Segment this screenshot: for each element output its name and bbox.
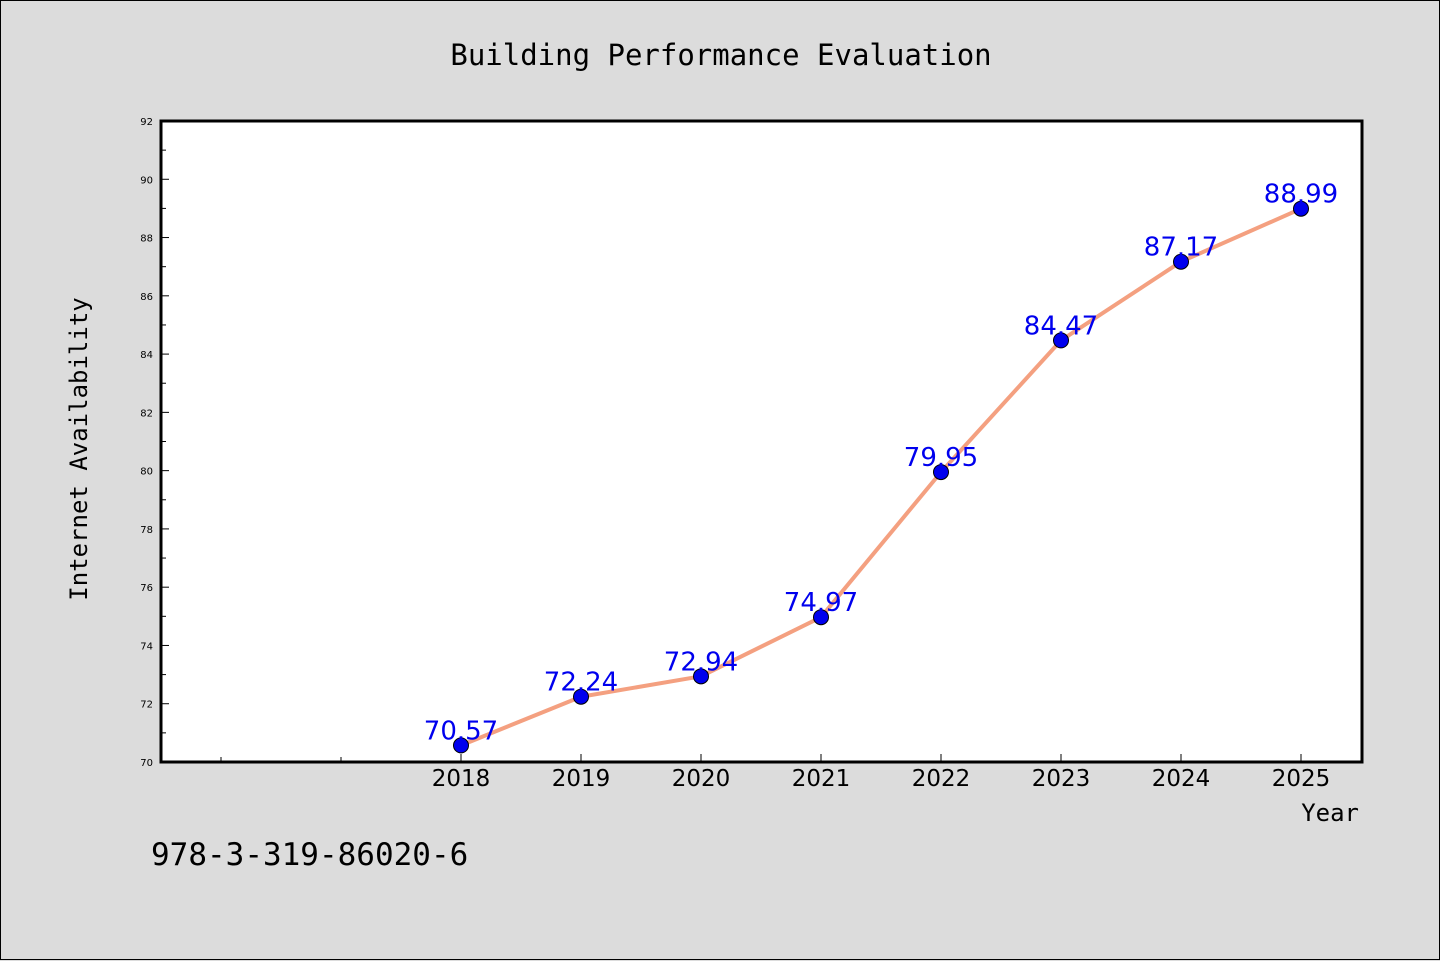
data-value-label: 72.94 [664,647,738,677]
y-tick-label: 72 [140,700,153,711]
y-tick-label: 90 [140,175,153,186]
data-point-marker [1293,200,1309,217]
y-tick-label: 78 [140,525,153,536]
series-layer: 70.57 72.24 72.94 74.97 79.95 84.47 87.17 88.99 [424,180,1338,754]
series-line [460,206,1302,748]
data-value-label: 87.17 [1144,233,1218,263]
x-tick-label: 2022 [912,766,971,792]
x-tick-label: 2024 [1152,766,1211,792]
y-tick-label: 88 [140,234,153,245]
x-tick-label: 2021 [792,766,851,792]
data-point-marker [693,668,709,685]
data-point-marker [453,737,469,754]
y-axis: 70 72 74 76 78 80 82 84 86 88 90 92 [140,117,169,769]
chart-title: Building Performance Evaluation [450,38,991,72]
data-value-label: 70.57 [424,716,498,746]
y-tick-label: 92 [140,117,153,128]
x-axis: 2018 2019 2020 2021 2022 2023 2024 2025 [220,754,1331,792]
x-tick-label: 2020 [672,766,731,792]
data-point-marker [813,609,829,626]
y-axis-label: Internet Availability [65,297,93,600]
plot-area [159,119,1364,764]
x-tick-label: 2018 [432,766,491,792]
data-value-label: 74.97 [784,588,858,618]
y-tick-label: 82 [140,408,153,419]
y-tick-label: 70 [140,758,153,769]
data-value-label: 88.99 [1264,180,1338,210]
y-tick-label: 76 [140,583,153,594]
y-tick-label: 86 [140,292,153,303]
x-tick-label: 2025 [1272,766,1331,792]
data-value-label: 79.95 [904,443,978,473]
data-value-label: 84.47 [1024,311,1098,341]
y-tick-label: 74 [140,641,153,652]
data-value-label: 72.24 [544,668,618,698]
x-tick-label: 2023 [1032,766,1091,792]
y-tick-label: 84 [140,350,153,361]
data-point-marker [573,688,589,705]
y-tick-label: 80 [140,467,153,478]
isbn-text: 978-3-319-86020-6 [151,837,468,873]
x-axis-label: Year [1301,799,1359,827]
data-point-marker [1173,253,1189,270]
x-tick-label: 2019 [552,766,611,792]
data-point-marker [1053,332,1069,349]
data-point-marker [933,464,949,481]
